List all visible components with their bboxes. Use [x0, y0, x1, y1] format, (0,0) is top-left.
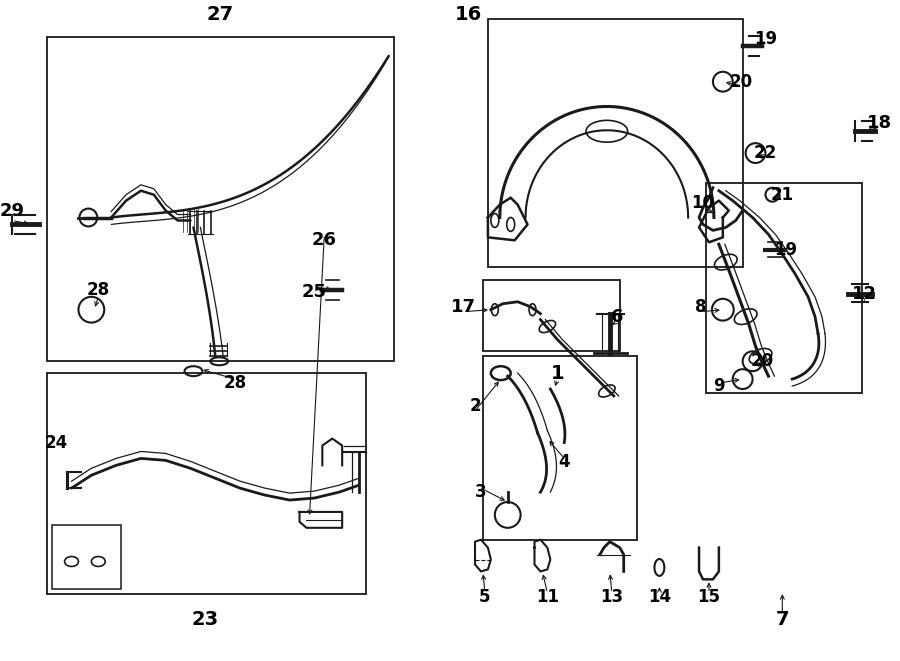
Text: 2: 2 [469, 397, 481, 415]
Text: 28: 28 [86, 281, 110, 299]
Bar [483, 280, 620, 352]
Text: 23: 23 [192, 609, 219, 629]
Text: 20: 20 [751, 352, 774, 370]
Text: 6: 6 [610, 307, 623, 326]
Text: 19: 19 [754, 30, 777, 48]
Text: 19: 19 [774, 241, 796, 259]
Text: 13: 13 [600, 588, 624, 606]
Text: 10: 10 [691, 194, 715, 212]
Text: 11: 11 [536, 588, 559, 606]
Text: 5: 5 [479, 588, 490, 606]
Text: 14: 14 [648, 588, 671, 606]
Bar [51, 525, 122, 589]
Text: 29: 29 [0, 202, 24, 219]
Text: 4: 4 [558, 453, 570, 471]
Text: 28: 28 [223, 374, 247, 392]
Text: 1: 1 [551, 364, 564, 383]
Text: 20: 20 [729, 73, 752, 91]
Text: 27: 27 [207, 5, 234, 24]
Text: 18: 18 [867, 114, 892, 132]
Bar [483, 356, 636, 539]
Ellipse shape [654, 559, 664, 576]
Circle shape [495, 502, 520, 527]
Bar [47, 373, 366, 594]
Text: 21: 21 [770, 186, 794, 204]
Text: 17: 17 [451, 297, 475, 316]
Text: 7: 7 [776, 609, 789, 629]
Text: 22: 22 [754, 144, 777, 162]
Bar [47, 37, 393, 362]
Text: 3: 3 [475, 483, 487, 501]
Text: 26: 26 [311, 231, 337, 249]
Bar [488, 19, 742, 267]
Text: 25: 25 [302, 283, 327, 301]
Text: 15: 15 [698, 588, 721, 606]
Bar [706, 183, 861, 393]
Text: 24: 24 [45, 434, 68, 451]
Text: 8: 8 [696, 297, 706, 316]
Text: 16: 16 [454, 5, 482, 24]
Text: 12: 12 [852, 285, 878, 303]
Text: 9: 9 [713, 377, 725, 395]
